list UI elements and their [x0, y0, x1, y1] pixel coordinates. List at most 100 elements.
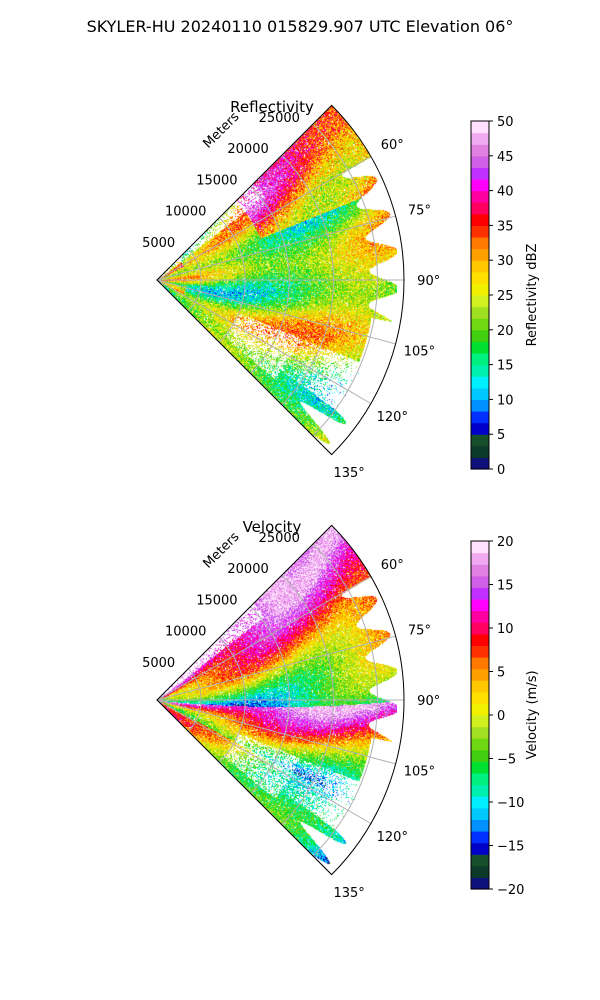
colorbar-segment	[471, 691, 489, 704]
colorbar-segment	[471, 353, 489, 366]
colorbar-tick-label: 35	[497, 219, 514, 234]
colorbar-tick-label: 0	[497, 463, 505, 478]
colorbar-tick-label: 30	[497, 254, 514, 269]
colorbar-segment	[471, 213, 489, 226]
colorbar-segment	[471, 807, 489, 820]
range-tick-label: 5000	[142, 236, 175, 251]
colorbar-segment	[471, 564, 489, 577]
colorbar-segment	[471, 668, 489, 681]
colorbar-label: Reflectivity dBZ	[525, 244, 540, 347]
azimuth-gridline	[156, 699, 396, 765]
colorbar-segment	[471, 599, 489, 612]
reflectivity-panel: Reflectivity60°75°90°105°120°135°5000100…	[142, 98, 540, 481]
colorbar-segment	[471, 761, 489, 774]
colorbar-segment	[471, 842, 489, 855]
range-tick-label: 5000	[142, 656, 175, 671]
colorbar-segment	[471, 784, 489, 797]
colorbar-segment	[471, 738, 489, 751]
colorbar-segment	[471, 434, 489, 447]
azimuth-gridline	[156, 576, 372, 701]
azimuth-gridline	[156, 279, 396, 345]
colorbar-segment	[471, 411, 489, 424]
colorbar-tick-label: 20	[497, 324, 514, 339]
colorbar-segment	[471, 155, 489, 168]
range-tick-label: 25000	[259, 111, 300, 126]
azimuth-tick-label: 75°	[408, 624, 431, 639]
azimuth-tick-label: 120°	[377, 410, 408, 425]
colorbar-segment	[471, 726, 489, 739]
range-tick-label: 15000	[196, 593, 237, 608]
azimuth-tick-label: 120°	[377, 830, 408, 845]
colorbar-segment	[471, 179, 489, 192]
colorbar-segment	[471, 190, 489, 203]
colorbar-tick-label: 0	[497, 709, 505, 724]
azimuth-tick-label: 90°	[417, 274, 440, 289]
colorbar-tick-label: −20	[497, 883, 524, 898]
azimuth-gridline	[156, 279, 372, 404]
colorbar-segment	[471, 457, 489, 470]
colorbar-segment	[471, 260, 489, 273]
colorbar-segment	[471, 225, 489, 238]
colorbar-segment	[471, 248, 489, 261]
colorbar-segment	[471, 877, 489, 890]
colorbar-tick-label: 15	[497, 579, 514, 594]
colorbar-segment	[471, 831, 489, 844]
colorbar-segment	[471, 422, 489, 435]
colorbar-segment	[471, 657, 489, 670]
range-tick-label: 20000	[227, 142, 268, 157]
colorbar-tick-label: 50	[497, 115, 514, 130]
colorbar-segment	[471, 387, 489, 400]
colorbar-segment	[471, 341, 489, 354]
range-tick-label: 10000	[165, 625, 206, 640]
colorbar-segment	[471, 295, 489, 308]
azimuth-tick-label: 135°	[333, 466, 364, 481]
azimuth-tick-label: 75°	[408, 204, 431, 219]
colorbar-tick-label: 20	[497, 535, 514, 550]
colorbar-segment	[471, 329, 489, 342]
colorbar-segment	[471, 144, 489, 157]
colorbar-segment	[471, 318, 489, 331]
sector-outline	[156, 104, 405, 456]
figure-title: SKYLER-HU 20240110 015829.907 UTC Elevat…	[87, 17, 514, 36]
colorbar-segment	[471, 575, 489, 588]
colorbar-segment	[471, 645, 489, 658]
velocity-panel: Velocity 60° 75° 90° 105° 120° 135° 5000 10000 15…	[142, 518, 540, 901]
colorbar-segment	[471, 399, 489, 412]
colorbar-tick-label: 15	[497, 359, 514, 374]
colorbar-tick-label: 5	[497, 666, 505, 681]
colorbar-label: Velocity (m/s)	[525, 670, 540, 759]
colorbar-tick-label: 10	[497, 622, 514, 637]
colorbar-tick-label: 45	[497, 150, 514, 165]
colorbar-tick-label: −15	[497, 840, 524, 855]
colorbar-segment	[471, 703, 489, 716]
colorbar-segment	[471, 622, 489, 635]
colorbar-tick-label: −5	[497, 753, 516, 768]
colorbar-tick-label: 25	[497, 289, 514, 304]
colorbar-segment	[471, 121, 489, 134]
colorbar-tick-label: 10	[497, 393, 514, 408]
colorbar-segment	[471, 773, 489, 786]
colorbar-segment	[471, 865, 489, 878]
colorbar-segment	[471, 796, 489, 809]
range-tick-label: 10000	[165, 205, 206, 220]
azimuth-tick-label: 60°	[381, 138, 404, 153]
colorbar-segment	[471, 633, 489, 646]
colorbar-segment	[471, 167, 489, 180]
azimuth-gridline	[156, 699, 372, 824]
colorbar-segment	[471, 364, 489, 377]
azimuth-gridline	[156, 156, 372, 281]
azimuth-tick-label: 90°	[417, 694, 440, 709]
colorbar-segment	[471, 587, 489, 600]
colorbar-tick-label: 40	[497, 185, 514, 200]
range-tick-label: 20000	[227, 562, 268, 577]
colorbar-segment	[471, 552, 489, 565]
colorbar-tick-label: −10	[497, 796, 524, 811]
azimuth-gridline	[156, 635, 396, 701]
azimuth-tick-label: 135°	[333, 886, 364, 901]
colorbar-segment	[471, 854, 489, 867]
range-tick-label: 25000	[259, 531, 300, 546]
colorbar-segment	[471, 283, 489, 296]
colorbar-segment	[471, 306, 489, 319]
panel-title: Reflectivity	[230, 98, 314, 116]
